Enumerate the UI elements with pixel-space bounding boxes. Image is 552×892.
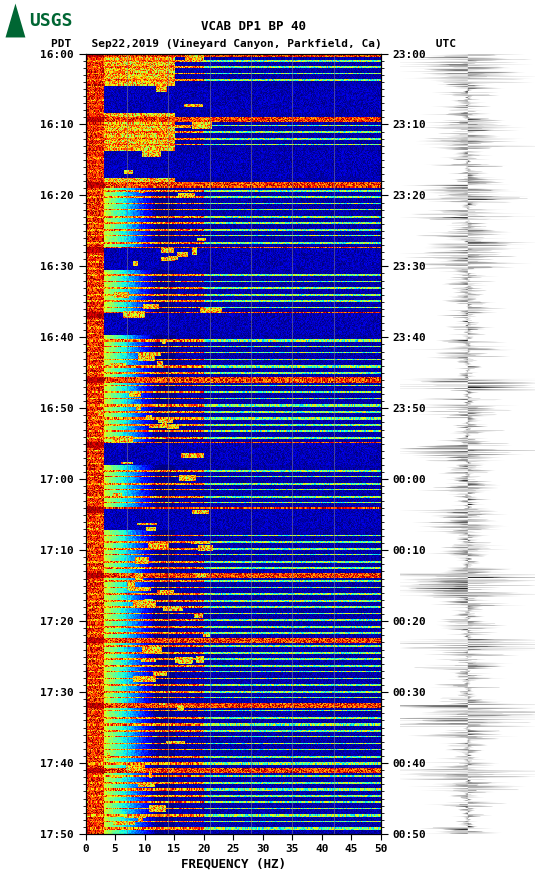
X-axis label: FREQUENCY (HZ): FREQUENCY (HZ) bbox=[181, 857, 286, 871]
Text: PDT   Sep22,2019 (Vineyard Canyon, Parkfield, Ca)        UTC: PDT Sep22,2019 (Vineyard Canyon, Parkfie… bbox=[51, 39, 457, 49]
Polygon shape bbox=[6, 4, 25, 37]
Text: VCAB DP1 BP 40: VCAB DP1 BP 40 bbox=[201, 21, 306, 33]
Text: USGS: USGS bbox=[29, 12, 72, 29]
